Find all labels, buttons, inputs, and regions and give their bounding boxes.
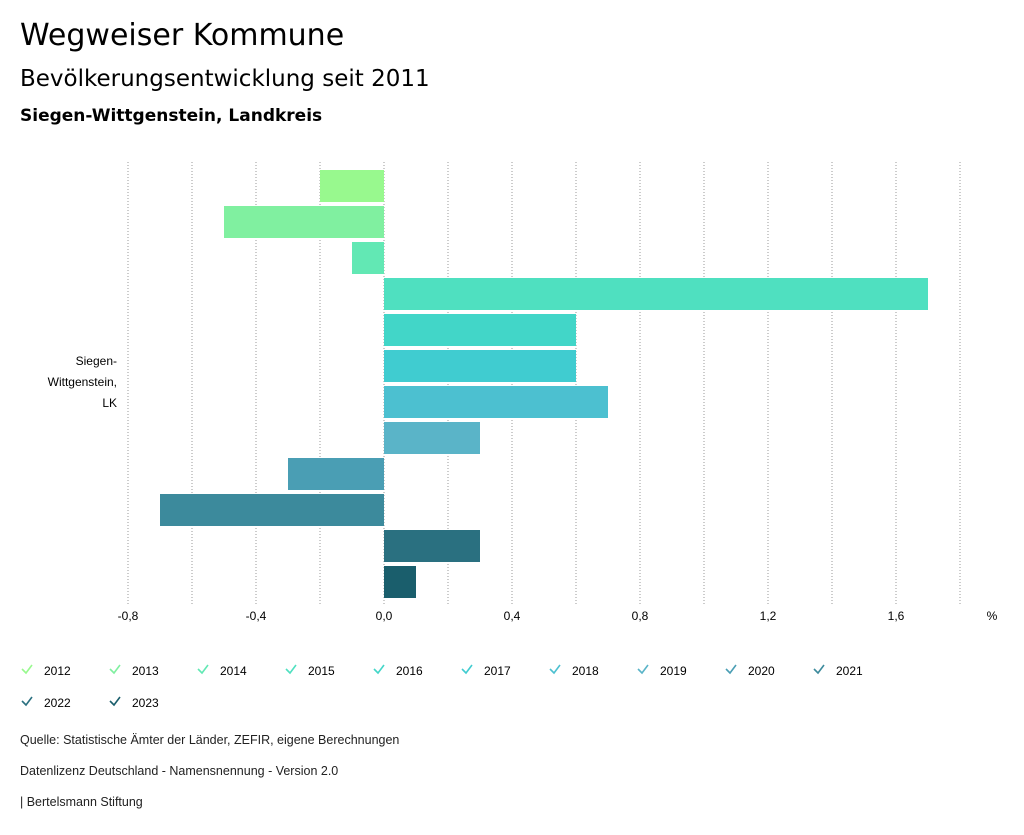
bar-2022 [384,530,480,562]
bar-2018 [384,386,608,418]
bar-2021 [160,494,384,526]
legend-item-2013[interactable]: 2013 [108,662,159,679]
bar-2020 [288,458,384,490]
checkmark-icon [372,662,386,679]
legend-label: 2021 [836,663,863,678]
legend-label: 2015 [308,663,335,678]
bar-2013 [224,206,384,238]
checkmark-icon [636,662,650,679]
x-tick-label: 1,2 [760,609,777,623]
legend-item-2022[interactable]: 2022 [20,694,71,711]
category-label: LK [102,396,117,410]
legend-label: 2014 [220,663,247,678]
region-label: Siegen-Wittgenstein, Landkreis [20,106,323,126]
legend-item-2021[interactable]: 2021 [812,662,863,679]
legend-label: 2016 [396,663,423,678]
checkmark-icon [284,662,298,679]
bar-2014 [352,242,384,274]
bar-2019 [384,422,480,454]
checkmark-icon [196,662,210,679]
checkmark-icon [724,662,738,679]
legend-item-2018[interactable]: 2018 [548,662,599,679]
legend-label: 2022 [44,695,71,710]
checkmark-icon [108,694,122,711]
legend-label: 2019 [660,663,687,678]
page-title: Wegweiser Kommune [20,18,345,53]
checkmark-icon [460,662,474,679]
legend-label: 2012 [44,663,71,678]
legend-label: 2017 [484,663,511,678]
chart-subtitle: Bevölkerungsentwicklung seit 2011 [20,66,430,92]
legend-item-2020[interactable]: 2020 [724,662,775,679]
legend-item-2023[interactable]: 2023 [108,694,159,711]
x-tick-label: 0,0 [376,609,393,623]
checkmark-icon [108,662,122,679]
legend-item-2014[interactable]: 2014 [196,662,247,679]
legend-label: 2020 [748,663,775,678]
x-tick-label: -0,4 [246,609,267,623]
legend-item-2019[interactable]: 2019 [636,662,687,679]
x-tick-label: 0,4 [504,609,521,623]
checkmark-icon [812,662,826,679]
checkmark-icon [20,662,34,679]
legend-label: 2023 [132,695,159,710]
bar-2017 [384,350,576,382]
license-link[interactable]: Datenlizenz Deutschland - Namensnennung … [20,764,339,778]
source-text: Quelle: Statistische Ämter der Länder, Z… [20,733,400,747]
x-axis-unit: % [987,609,998,623]
legend-label: 2018 [572,663,599,678]
x-tick-label: -0,8 [118,609,139,623]
bar-2016 [384,314,576,346]
bar-2015 [384,278,928,310]
legend-item-2017[interactable]: 2017 [460,662,511,679]
bar-2012 [320,170,384,202]
legend-item-2015[interactable]: 2015 [284,662,335,679]
checkmark-icon [20,694,34,711]
legend-item-2016[interactable]: 2016 [372,662,423,679]
bar-chart: -0,8 -0,4 0,0 0,4 0,8 1,2 1,6 % Siegen- Wittgenst… [48,162,998,623]
x-tick-label: 0,8 [632,609,649,623]
legend-label: 2013 [132,663,159,678]
legend-item-2012[interactable]: 2012 [20,662,71,679]
category-label: Wittgenstein, [48,375,117,389]
bar-2023 [384,566,416,598]
brand-text: | Bertelsmann Stiftung [20,795,143,809]
x-tick-label: 1,6 [888,609,905,623]
category-label: Siegen- [76,354,117,368]
checkmark-icon [548,662,562,679]
